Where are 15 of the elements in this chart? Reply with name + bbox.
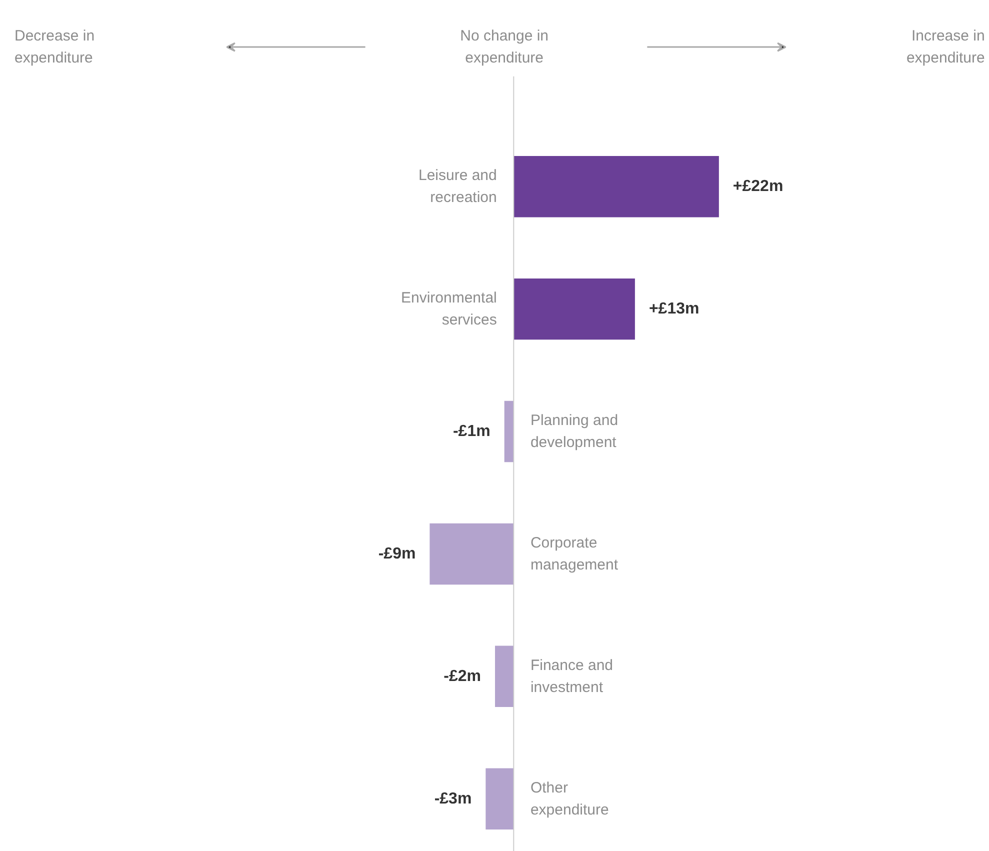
data-label: -£2m (444, 668, 482, 685)
y-tick-label: Corporate management (530, 534, 619, 574)
text: Decrease in expenditure (14, 27, 95, 67)
y-tick-label: Other expenditure (530, 779, 609, 818)
data-label: -£9m (378, 545, 416, 562)
text: No change in expenditure (460, 27, 549, 67)
data-label: -£3m (434, 790, 472, 808)
text: Increase in expenditure (906, 27, 985, 67)
data-label: +£13m (648, 300, 700, 318)
data-label: +£22m (732, 178, 784, 196)
y-tick-label: Planning and development (530, 412, 618, 452)
y-tick-label: Leisure and recreation (418, 167, 497, 206)
y-tick-label: Environmental services (400, 290, 497, 329)
data-label: -£1m (452, 423, 490, 440)
y-tick-label: Finance and investment (530, 656, 614, 696)
